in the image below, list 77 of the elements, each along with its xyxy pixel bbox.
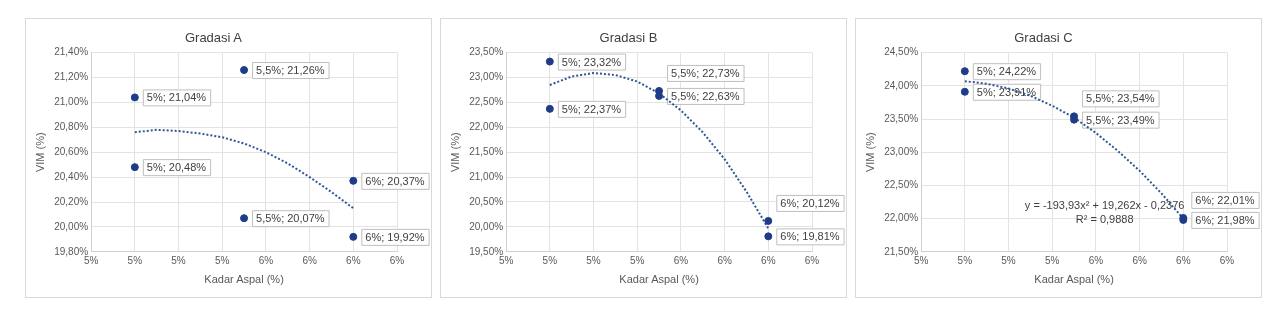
x-axis-title: Kadar Aspal (%) [1034,273,1114,286]
x-tick-label: 6% [804,254,820,266]
x-tick-label: 5% [1001,254,1016,266]
data-label: 6%; 19,81% [780,230,840,243]
x-tick-label: 5% [214,254,230,266]
data-label: 5,5%; 22,63% [671,89,740,102]
y-tick-label: 23,50% [884,112,919,124]
y-tick-label: 20,60% [54,145,89,157]
y-tick-label: 22,50% [469,96,504,108]
x-tick-label: 6% [1219,254,1235,266]
x-tick-label: 6% [1176,254,1191,266]
y-tick-label: 20,80% [54,121,89,133]
x-tick-label: 5% [127,254,143,266]
x-tick-label: 6% [1132,254,1147,266]
data-label: 6%; 19,92% [365,230,425,243]
data-label: 5,5%; 20,07% [256,212,325,225]
y-tick-label: 20,20% [54,195,89,207]
y-tick-label: 21,40% [54,46,89,58]
data-label: 5%; 23,32% [561,55,622,68]
y-tick-label: 22,00% [469,121,504,133]
x-tick-label: 5% [957,254,973,266]
x-tick-label: 6% [1088,254,1104,266]
y-tick-label: 22,00% [884,212,919,224]
y-tick-label: 20,00% [469,220,504,232]
x-tick-label: 6% [389,254,405,266]
x-tick-label: 5% [171,254,186,266]
data-label: 6%; 20,12% [780,196,840,209]
x-tick-label: 6% [761,254,776,266]
x-tick-label: 5% [1044,254,1060,266]
x-tick-label: 5% [629,254,645,266]
x-tick-label: 6% [302,254,317,266]
data-label: 5%; 20,48% [146,161,207,174]
chart-title: Gradasi B [599,30,658,46]
x-tick-label: 5% [498,254,514,266]
y-tick-label: 20,50% [469,195,504,207]
y-tick-label: 21,20% [54,71,89,83]
y-tick-label: 23,50% [469,46,504,58]
data-label: 5%; 21,04% [146,91,207,104]
y-axis-title: VIM (%) [448,132,461,173]
x-tick-label: 5% [542,254,558,266]
y-tick-label: 20,00% [54,220,89,232]
data-label: 5,5%; 22,73% [671,66,740,79]
y-tick-label: 21,00% [54,96,89,108]
y-tick-label: 21,00% [469,170,504,182]
y-tick-label: 24,00% [884,79,919,91]
x-tick-label: 6% [346,254,361,266]
x-tick-label: 5% [586,254,601,266]
x-tick-label: 5% [83,254,99,266]
x-tick-label: 6% [258,254,274,266]
y-axis-title: VIM (%) [33,132,46,173]
x-tick-label: 6% [673,254,689,266]
annotation: R² = 0,9888 [1075,213,1134,226]
x-axis-title: Kadar Aspal (%) [619,273,699,286]
data-label: 6%; 22,01% [1195,193,1255,206]
y-tick-label: 19,50% [469,245,504,257]
chart-title: Gradasi A [184,30,243,46]
y-tick-label: 21,50% [469,145,504,157]
x-tick-label: 5% [913,254,929,266]
x-tick-label: 6% [717,254,732,266]
x-axis-title: Kadar Aspal (%) [204,273,284,286]
annotation: y = -193,93x² + 19,262x - 0,2376 [1024,199,1185,212]
y-tick-label: 24,50% [884,46,919,58]
data-label: 5%; 24,22% [976,65,1037,78]
data-label: 6%; 21,98% [1195,213,1255,226]
y-tick-label: 20,40% [54,170,89,182]
y-tick-label: 23,00% [469,71,504,83]
data-label: 5,5%; 23,54% [1086,92,1155,105]
data-label: 5,5%; 23,49% [1086,113,1155,126]
y-tick-label: 19,80% [54,245,89,257]
data-label: 6%; 20,37% [365,174,425,187]
data-label: 5%; 22,37% [561,102,622,115]
y-tick-label: 21,50% [884,245,919,257]
y-axis-title: VIM (%) [863,132,876,173]
y-tick-label: 22,50% [884,179,919,191]
chart-title: Gradasi C [1014,30,1073,46]
y-tick-label: 23,00% [884,145,919,157]
data-label: 5,5%; 21,26% [256,64,325,77]
